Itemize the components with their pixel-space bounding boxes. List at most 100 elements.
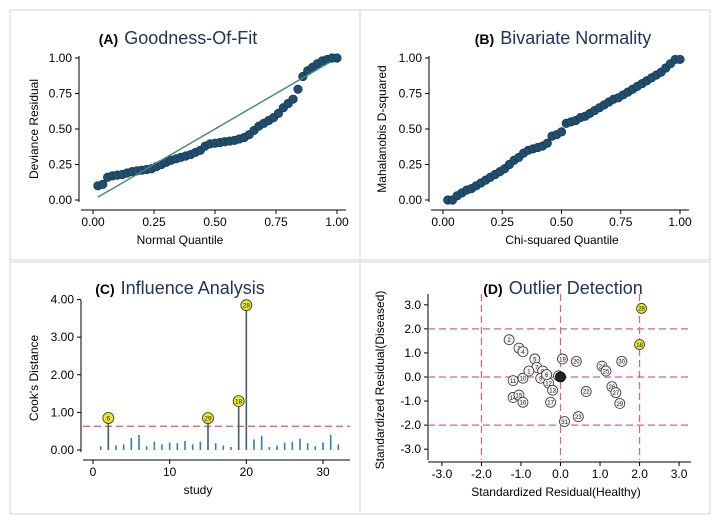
panel-d-point-label: 12 <box>545 381 552 387</box>
panel-d-point <box>507 375 519 387</box>
panel-b-y-tick-label: 0.00 <box>399 193 423 207</box>
panel-c-y-tick-label: 4.00 <box>51 293 75 307</box>
panel-a-axes: 0.00 0.25 0.50 0.75 1.00 0.00 0.25 0.50 0.75 1.00 <box>49 51 349 229</box>
panel-b-x-tick-label: 0.50 <box>550 215 574 229</box>
panel-a-point <box>293 84 303 94</box>
panel-d-point <box>517 346 529 358</box>
panel-a-ylabel: Deviance Residual <box>27 79 41 179</box>
panel-d-point-label: 19 <box>559 357 566 363</box>
panel-c-marker-label: 28 <box>243 303 251 310</box>
panel-d-point <box>610 387 622 399</box>
panel-b-x-tick-label: 0.75 <box>609 215 633 229</box>
panel-d-y-tick-label: 2.0 <box>404 322 421 336</box>
panel-d-point <box>559 416 570 427</box>
panel-d-point <box>570 355 582 367</box>
panel-d-point <box>580 386 592 397</box>
panel-d-point <box>541 369 553 380</box>
panel-c-x-tick-label: 20 <box>240 465 254 479</box>
panel-d-y-tick-label: 0.0 <box>404 370 421 384</box>
panel-d-point-label: 26 <box>609 385 616 391</box>
panel-b-ylabel: Mahalanobis D-squared <box>375 65 389 192</box>
panel-a-x-tick-label: 0.50 <box>203 215 227 229</box>
panel-d-marks: 2818234578910111213141516171920212223242… <box>428 294 691 460</box>
panel-d-point <box>572 411 584 423</box>
panel-b-y-tick-label: 0.50 <box>399 122 423 136</box>
panel-d-title: (D) Outlier Detection <box>483 278 643 298</box>
panel-a-goodness-of-fit: (A) Goodness-Of-Fit Normal Quantile Devia… <box>27 28 349 247</box>
panel-c-xlabel: study <box>184 483 213 497</box>
panel-d-point-label: 22 <box>583 390 590 396</box>
panel-d-y-tick-label: -1.0 <box>400 394 421 408</box>
panel-d-point-label: 13 <box>549 389 556 395</box>
panel-b-y-tick-label: 0.25 <box>399 158 423 172</box>
panel-c-y-tick-label: 3.00 <box>51 330 75 344</box>
panel-b-title: (B) Bivariate Normality <box>475 28 651 48</box>
panel-d-y-tick-label: 1.0 <box>404 346 421 360</box>
panel-a-y-tick-label: 0.25 <box>49 158 73 172</box>
panel-d-ylabel: Standardized Residual(Diseased) <box>373 291 387 470</box>
panel-d-y-tick-label: 3.0 <box>404 298 421 312</box>
panel-b-y-tick-label: 1.00 <box>399 51 423 65</box>
panel-d-point-label: 25 <box>603 369 610 375</box>
panel-c-highlight-marker <box>102 412 115 424</box>
panel-a-x-tick-label: 0.00 <box>81 215 105 229</box>
panel-d-point-label: 17 <box>547 401 554 407</box>
panel-d-x-tick-label: 3.0 <box>671 467 688 481</box>
panel-a-y-tick-label: 1.00 <box>49 51 73 65</box>
panel-d-point-label: 9 <box>539 377 543 383</box>
panel-d-point-label: 18 <box>636 343 643 349</box>
panel-d-point-label: 28 <box>638 307 645 313</box>
panel-d-point-label: 4 <box>521 350 525 356</box>
panel-c-highlight-marker <box>202 412 214 424</box>
panel-d-point <box>503 334 515 346</box>
panel-a-x-tick-label: 1.00 <box>325 215 349 229</box>
panel-d-point-label: 23 <box>575 415 582 421</box>
panel-c-influence-analysis: (C) Influence Analysis study Cook's Dista… <box>27 278 350 497</box>
panel-a-y-tick-label: 0.00 <box>49 193 73 207</box>
panel-d-x-tick-label: -1.0 <box>511 467 532 481</box>
panel-d-point-label: 6 <box>545 373 549 379</box>
panel-d-point-label: 16 <box>520 401 527 407</box>
panel-d-y-tick-label: -3.0 <box>400 442 421 456</box>
panel-b-x-tick-label: 0.00 <box>431 215 455 229</box>
panel-d-point <box>517 396 529 408</box>
panel-d-xlabel: Standardized Residual(Healthy) <box>471 485 640 499</box>
panel-d-point-label: 1 <box>527 369 531 375</box>
panel-d-outlier-point <box>636 303 647 314</box>
panel-c-marker-label: 18 <box>235 399 243 406</box>
panel-d-x-tick-label: 0.0 <box>552 467 569 481</box>
panel-d-point <box>555 371 566 383</box>
panel-b-x-tick-label: 1.00 <box>668 215 692 229</box>
panel-d-point-label: 31 <box>561 420 568 426</box>
panel-d-point-label: 20 <box>573 360 580 366</box>
panel-c-highlight-marker <box>232 395 245 407</box>
panel-c-x-tick-label: 10 <box>163 465 177 479</box>
panel-d-point <box>600 365 612 377</box>
panel-c-title: (C) Influence Analysis <box>95 278 265 298</box>
panel-c-y-tick-label: 0.00 <box>51 443 75 457</box>
panel-d-axes: -3.0 -3.0 -2.0 -2.0 -1.0 -1.0 0.0 0.0 1.0 1.0 2.0 2… <box>400 294 691 481</box>
panel-c-y-tick-label: 2.00 <box>51 368 75 382</box>
panel-d-point-label: 15 <box>516 393 523 399</box>
panel-a-xlabel: Normal Quantile <box>137 233 224 247</box>
panel-b-frame <box>359 9 711 261</box>
panel-a-point <box>98 179 108 189</box>
panel-d-point <box>616 355 628 367</box>
panel-d-y-tick-label: -2.0 <box>400 418 421 432</box>
panel-a-marks <box>93 53 342 198</box>
panel-a-y-tick-label: 0.75 <box>49 87 73 101</box>
panel-d-point-label: 14 <box>510 396 517 402</box>
panel-d-point <box>523 365 535 377</box>
panel-a-point <box>332 53 342 63</box>
panel-c-y-tick-label: 1.00 <box>51 405 75 419</box>
panel-b-marks <box>443 54 685 205</box>
panel-d-point-label: 5 <box>533 357 537 363</box>
panel-a-title: (A) Goodness-Of-Fit <box>99 28 257 48</box>
panel-b-bivariate-normality: (B) Bivariate Normality Chi-squared Quant… <box>375 28 692 247</box>
panel-d-point-label: 11 <box>510 379 517 385</box>
panel-d-point-label: 10 <box>520 377 527 383</box>
panel-a-x-tick-label: 0.25 <box>142 215 166 229</box>
panel-c-marks: 6 29 18 28 <box>83 299 350 450</box>
panel-d-point <box>557 353 568 365</box>
